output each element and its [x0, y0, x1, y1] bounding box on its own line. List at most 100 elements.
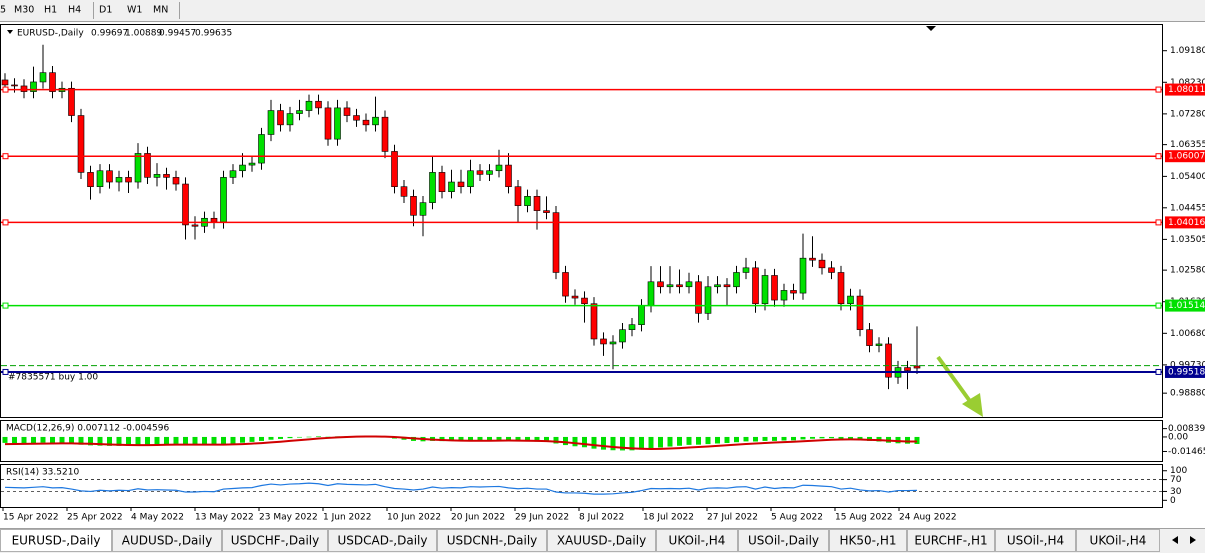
candle-body — [590, 303, 598, 340]
tab[interactable] — [995, 529, 1076, 552]
candle-body — [771, 275, 778, 301]
tab[interactable] — [738, 529, 829, 552]
macd-bar — [477, 436, 483, 441]
candle-body — [780, 290, 788, 301]
macd-bar — [658, 436, 663, 448]
tab[interactable] — [437, 529, 547, 552]
x-tick-label: 15 Aug 2022 — [835, 513, 893, 523]
macd-bar — [734, 436, 739, 443]
macd-bar — [12, 436, 17, 444]
macd-bar — [259, 436, 264, 441]
tab-label[interactable]: USOil-,H4 — [1007, 534, 1064, 548]
candle-body — [723, 284, 731, 288]
candle-body — [676, 284, 683, 288]
candle-body — [543, 210, 550, 213]
tab-label[interactable]: EURUSD-,Daily — [12, 534, 101, 548]
candle-body — [875, 343, 883, 346]
timeframe-button[interactable]: MN — [153, 5, 168, 16]
tab-label[interactable]: USDCAD-,Daily — [338, 534, 428, 548]
tab[interactable] — [328, 529, 437, 552]
candle-body — [742, 267, 750, 273]
macd-bar — [278, 436, 283, 439]
tab-label[interactable]: UKOil-,H4 — [1090, 534, 1147, 548]
level-price-box — [1165, 83, 1205, 96]
candle-body — [657, 281, 664, 288]
timeframe-button[interactable]: 5 — [0, 5, 6, 16]
macd-bar — [800, 436, 806, 440]
level-handle — [2, 219, 9, 226]
tab-label[interactable]: USOil-,Daily — [748, 534, 819, 548]
macd-label: MACD(12,26,9) 0.007112 -0.004596 — [6, 424, 169, 434]
macd-bar — [515, 436, 521, 441]
candle-body — [267, 110, 275, 135]
level-price-label: 0.99518 — [1168, 367, 1205, 377]
candle-body — [391, 151, 398, 187]
macd-bar — [591, 436, 597, 449]
macd-bar — [297, 436, 302, 438]
macd-bar — [724, 436, 730, 443]
x-tick-label: 18 Jul 2022 — [643, 513, 694, 523]
timeframe-button[interactable]: D1 — [99, 5, 112, 16]
candle-body — [1, 79, 9, 86]
macd-bar — [772, 436, 777, 441]
tab-scroll-right[interactable] — [1190, 536, 1196, 544]
timeframe-button[interactable]: H1 — [44, 5, 57, 16]
candle-body — [115, 177, 123, 183]
macd-bar — [40, 436, 46, 443]
y-tick-label: 1.03505 — [1170, 235, 1205, 245]
tab-label[interactable]: EURCHF-,H1 — [914, 534, 987, 548]
macd-bar — [848, 436, 853, 439]
candle-body — [913, 365, 921, 369]
tab[interactable] — [1076, 529, 1160, 552]
candle-body — [790, 290, 797, 294]
tab[interactable] — [656, 529, 738, 552]
tab-label[interactable]: HK50-,H1 — [840, 534, 897, 548]
candle-body — [533, 196, 541, 211]
tab[interactable] — [829, 529, 907, 552]
tab-label[interactable]: USDCNH-,Daily — [447, 534, 538, 548]
candle-body — [438, 172, 446, 192]
level-price-label: 1.01514 — [1168, 301, 1205, 311]
macd-bar — [154, 436, 160, 445]
macd-bar — [164, 436, 169, 445]
candle-body — [552, 212, 560, 273]
tab-label[interactable]: AUDUSD-,Daily — [122, 534, 212, 548]
macd-bar — [249, 436, 255, 442]
timeframe-button[interactable]: M30 — [14, 5, 34, 16]
y-tick-label: 70 — [1170, 475, 1182, 485]
macd-bar — [468, 436, 473, 441]
shift-marker — [926, 26, 936, 31]
tab-label[interactable]: XAUUSD-,Daily — [557, 534, 646, 548]
tab-label[interactable]: UKOil-,H4 — [669, 534, 726, 548]
x-tick-label: 5 Aug 2022 — [771, 513, 823, 523]
timeframe-button[interactable]: H4 — [68, 5, 81, 16]
candle-body — [315, 100, 322, 109]
macd-bar — [914, 436, 920, 444]
candle-body — [305, 100, 313, 111]
candle-body — [87, 172, 94, 187]
tab[interactable] — [222, 529, 328, 552]
macd-bar — [59, 436, 65, 444]
open-price: 0.99697 — [91, 29, 128, 39]
tab-scroll-left[interactable] — [1172, 536, 1178, 544]
macd-bar — [857, 436, 863, 440]
tab[interactable] — [907, 529, 995, 552]
macd-bar — [50, 436, 55, 443]
timeframe-button[interactable]: W1 — [127, 5, 142, 16]
macd-bar — [135, 436, 141, 446]
macd-bar — [88, 436, 93, 446]
candle-body — [505, 164, 512, 187]
candle-body — [419, 202, 427, 216]
macd-bar — [458, 436, 464, 442]
candle-body — [571, 295, 579, 299]
tab[interactable] — [0, 529, 112, 552]
tab-label[interactable]: USDCHF-,Daily — [231, 534, 319, 548]
tab[interactable] — [547, 529, 656, 552]
candle-body — [106, 170, 113, 183]
candle-body — [229, 170, 237, 178]
tab[interactable] — [112, 529, 222, 552]
macd-bar — [211, 436, 217, 446]
macd-bar — [496, 436, 502, 440]
